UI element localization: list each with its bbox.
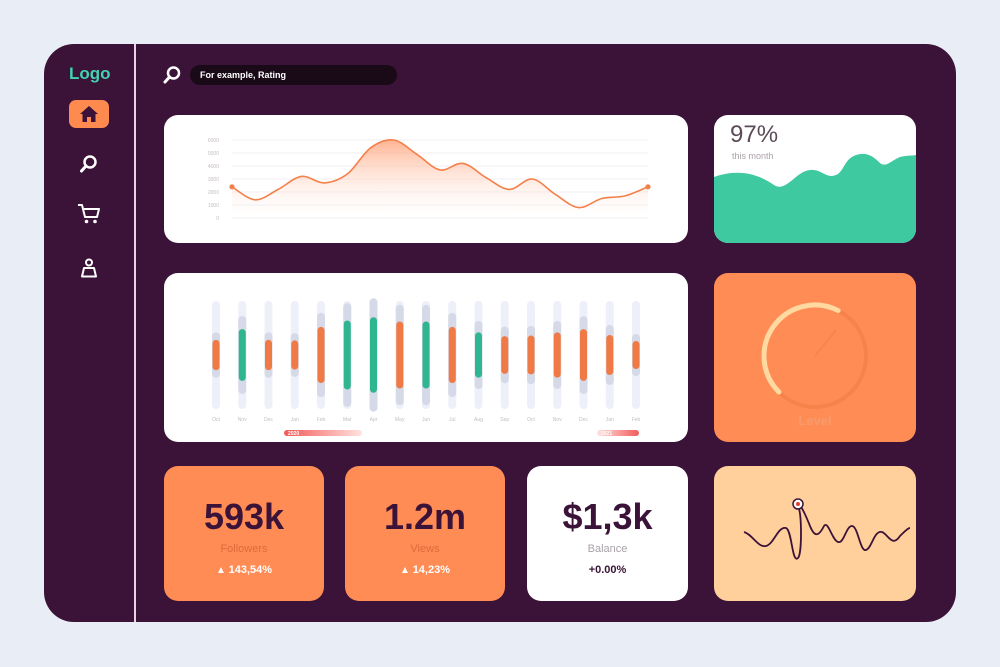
y-tick-label: 1000: [208, 203, 219, 209]
bar[interactable]: [606, 335, 614, 375]
bar-chart-card: Oct Nov Dec Jan Feb Mar Apr May Jun Jul Aug Sep Oct N…: [164, 273, 688, 442]
bar[interactable]: [343, 320, 351, 390]
balance-change: +0.00%: [588, 564, 627, 576]
bar[interactable]: [448, 326, 456, 384]
balance-label: Balance: [587, 543, 628, 555]
area-chart: 6000 5000 4000 3000 2000 1000 0: [208, 138, 651, 222]
bar[interactable]: [632, 340, 640, 370]
user-icon: [81, 258, 97, 278]
views-change: ▲ 14,23%: [400, 564, 450, 576]
cart-icon: [78, 204, 100, 224]
bar[interactable]: [238, 329, 246, 381]
balance-card: $1,3k Balance +0.00%: [527, 466, 688, 601]
bar[interactable]: [553, 332, 561, 378]
views-value: 1.2m: [383, 496, 467, 537]
triangle-up-icon: ▲: [215, 565, 229, 576]
home-icon: [80, 106, 98, 122]
x-tick-label: May: [395, 417, 405, 423]
endpoint-marker: [645, 184, 651, 190]
sidebar: Logo: [44, 44, 136, 622]
x-tick-label: Jan: [606, 417, 614, 423]
range-start-label: 2020: [288, 431, 299, 437]
followers-value: 593k: [203, 496, 285, 537]
bar[interactable]: [317, 326, 325, 384]
bar[interactable]: [475, 332, 482, 378]
followers-card: 593k Followers ▲ 143,54%: [164, 466, 324, 601]
search-icon: [80, 155, 97, 173]
activity-wave: [743, 498, 911, 560]
x-tick-label: Oct: [527, 417, 535, 423]
bar[interactable]: [527, 335, 535, 375]
x-tick-label: Nov: [553, 417, 562, 423]
range-end-pill[interactable]: [597, 430, 639, 436]
y-tick-label: 5000: [208, 151, 219, 157]
sidebar-item-cart[interactable]: [69, 200, 109, 228]
level-gauge: [761, 302, 868, 409]
sidebar-item-home[interactable]: [69, 100, 109, 128]
balance-value: $1,3k: [562, 496, 653, 537]
level-card: Level: [714, 273, 916, 442]
bar[interactable]: [396, 321, 404, 389]
sidebar-item-profile[interactable]: [69, 254, 109, 282]
series-line: [231, 138, 649, 209]
x-tick-label: Sep: [500, 417, 509, 423]
area-fill: [232, 139, 648, 218]
bar[interactable]: [265, 339, 272, 371]
x-tick-label: Dec: [579, 417, 588, 423]
x-tick-label: Dec: [264, 417, 273, 423]
growth-value: 97%: [730, 121, 779, 148]
triangle-up-icon: ▲: [400, 565, 413, 576]
y-tick-label: 4000: [208, 164, 219, 170]
bar-chart: Oct Nov Dec Jan Feb Mar Apr May Jun Jul Aug Sep Oct N…: [212, 298, 641, 437]
logo: Logo: [69, 64, 111, 83]
bar[interactable]: [422, 321, 430, 389]
x-tick-label: Oct: [212, 417, 220, 423]
x-tick-label: Feb: [317, 417, 326, 423]
x-tick-label: Feb: [632, 417, 641, 423]
line-chart-card: 6000 5000 4000 3000 2000 1000 0: [164, 115, 688, 243]
sidebar-item-search[interactable]: [69, 150, 109, 178]
bar[interactable]: [212, 339, 220, 371]
y-tick-label: 6000: [208, 138, 219, 144]
bar[interactable]: [370, 317, 377, 393]
level-label: Level: [798, 413, 832, 428]
endpoint-marker: [229, 184, 235, 190]
views-card: 1.2m Views ▲ 14,23%: [345, 466, 505, 601]
dashboard-frame: Logo: [44, 44, 956, 622]
bar[interactable]: [291, 340, 299, 370]
x-tick-label: Nov: [238, 417, 247, 423]
followers-label: Followers: [220, 543, 268, 555]
x-tick-label: Mar: [343, 417, 352, 423]
growth-label: this month: [732, 151, 774, 161]
growth-wave: [714, 153, 916, 243]
search-input[interactable]: [190, 65, 397, 85]
x-tick-label: Jan: [291, 417, 299, 423]
followers-change: ▲ 143,54%: [215, 564, 273, 576]
growth-card: 97% this month: [714, 115, 916, 243]
y-tick-label: 2000: [208, 190, 219, 196]
range-start-pill[interactable]: [284, 430, 362, 436]
bar[interactable]: [580, 329, 587, 381]
x-tick-label: Jul: [449, 417, 455, 423]
search-icon[interactable]: [161, 64, 183, 86]
x-tick-label: Apr: [370, 417, 378, 423]
bar[interactable]: [501, 336, 509, 374]
activity-card: [714, 466, 916, 601]
y-tick-label: 0: [216, 216, 219, 222]
y-tick-label: 3000: [208, 177, 219, 183]
range-end-label: 2021: [601, 431, 612, 437]
views-label: Views: [410, 543, 440, 555]
x-tick-label: Aug: [474, 417, 483, 423]
x-tick-label: Jun: [422, 417, 430, 423]
